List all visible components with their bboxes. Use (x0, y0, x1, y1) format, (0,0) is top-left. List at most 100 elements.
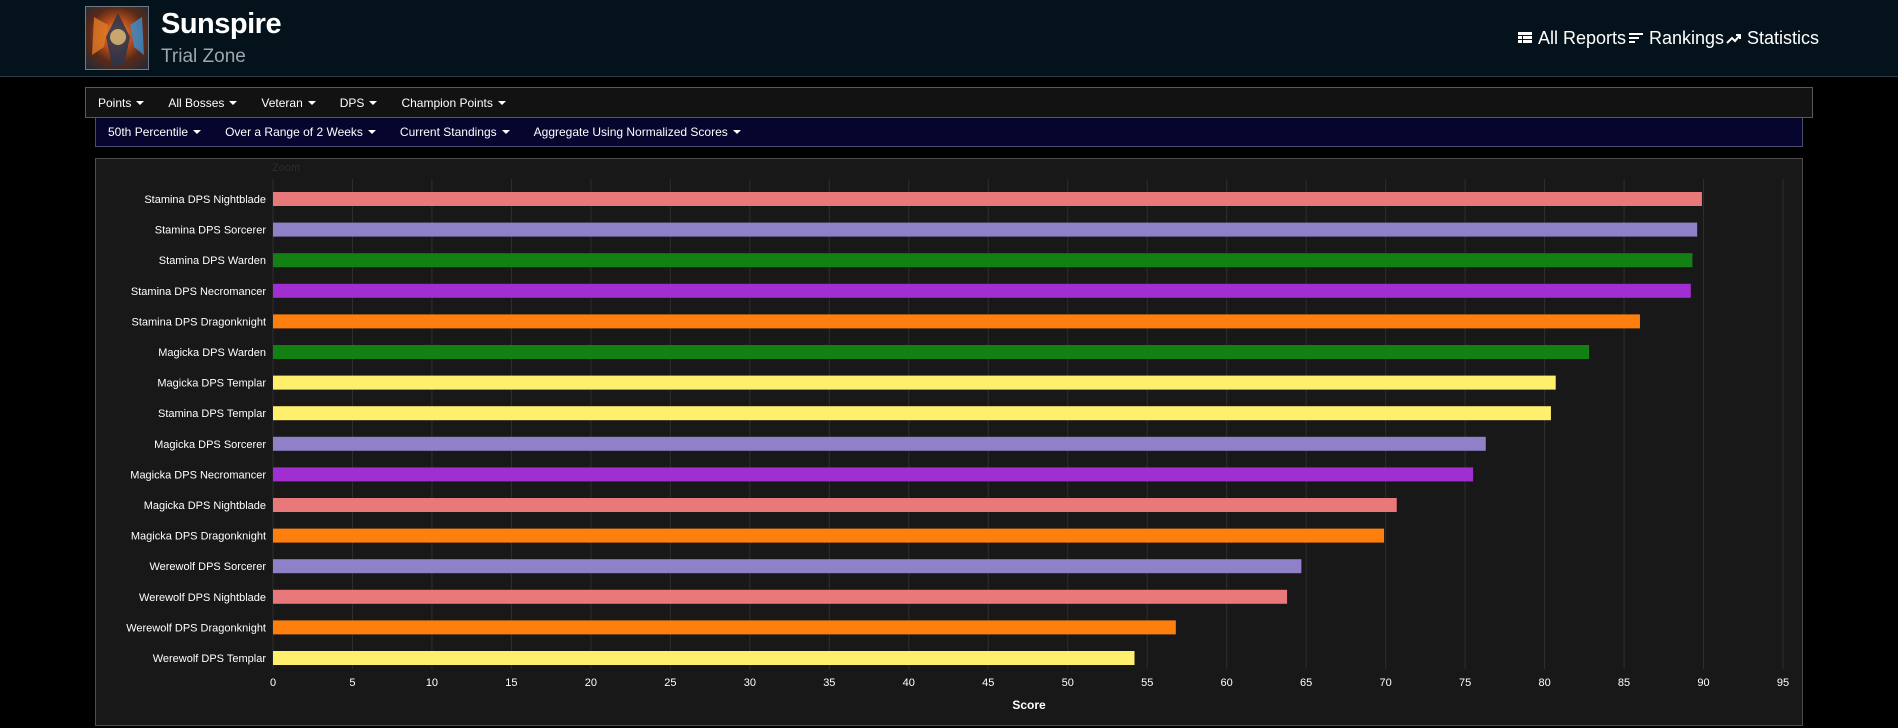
category-label: Magicka DPS Dragonknight (131, 531, 266, 543)
secondary-filter-bar: 50th Percentile Over a Range of 2 Weeks … (95, 118, 1803, 147)
range-dropdown-label: Over a Range of 2 Weeks (225, 125, 363, 139)
aggregate-dropdown[interactable]: Aggregate Using Normalized Scores (522, 125, 753, 139)
difficulty-dropdown-label: Veteran (261, 95, 303, 110)
zone-subtitle: Trial Zone (161, 46, 246, 67)
caret-down-icon (369, 100, 378, 105)
category-label: Stamina DPS Warden (159, 255, 266, 267)
nav-rankings[interactable]: Rankings (1628, 26, 1724, 50)
boss-dropdown-label: All Bosses (168, 95, 225, 110)
zoom-label[interactable]: Zoom (272, 162, 301, 174)
nav-statistics[interactable]: Statistics (1726, 26, 1819, 50)
x-tick-label: 10 (426, 677, 438, 689)
role-dropdown-label: DPS (339, 95, 365, 110)
category-label: Magicka DPS Sorcerer (154, 439, 266, 451)
rankings-icon (1629, 33, 1643, 43)
page-header: Sunspire Trial Zone All Reports Rankings… (0, 0, 1898, 77)
trend-icon (1726, 34, 1741, 44)
x-tick-label: 90 (1697, 677, 1709, 689)
bar[interactable] (273, 651, 1135, 665)
category-label: Magicka DPS Warden (158, 347, 266, 359)
caret-down-icon (307, 100, 316, 105)
category-label: Stamina DPS Necromancer (131, 286, 266, 298)
boss-dropdown[interactable]: All Bosses (156, 96, 249, 110)
x-tick-label: 40 (903, 677, 915, 689)
category-label: Werewolf DPS Sorcerer (149, 561, 266, 573)
category-label: Werewolf DPS Nightblade (139, 592, 266, 604)
primary-filter-bar: Points All Bosses Veteran DPS Champion P… (85, 87, 1813, 118)
category-label: Magicka DPS Necromancer (130, 469, 266, 481)
table-icon (1518, 32, 1532, 43)
percentile-dropdown-label: 50th Percentile (108, 125, 189, 139)
bars (273, 192, 1702, 665)
x-tick-label: 20 (585, 677, 597, 689)
bar[interactable] (273, 620, 1176, 635)
standings-dropdown-label: Current Standings (399, 125, 497, 139)
bar[interactable] (273, 436, 1486, 451)
category-label: Stamina DPS Templar (158, 408, 266, 420)
zone-title: Sunspire (161, 8, 282, 40)
bar[interactable] (273, 406, 1551, 421)
caret-down-icon (229, 100, 238, 105)
x-axis-title: Score (1012, 698, 1046, 712)
x-tick-label: 25 (664, 677, 676, 689)
nav-statistics-label: Statistics (1747, 27, 1820, 48)
bar[interactable] (273, 222, 1698, 237)
caret-down-icon (136, 100, 145, 105)
nav-all-reports-label: All Reports (1538, 27, 1627, 48)
category-label: Werewolf DPS Templar (153, 653, 267, 665)
bar[interactable] (273, 559, 1302, 574)
x-tick-label: 35 (823, 677, 835, 689)
x-tick-label: 95 (1777, 677, 1789, 689)
category-labels: Stamina DPS Nightblade Stamina DPS Sorcer… (126, 194, 266, 665)
x-tick-label: 45 (982, 677, 994, 689)
metric-dropdown[interactable]: Points (86, 96, 156, 110)
caret-down-icon (367, 130, 376, 134)
nav-all-reports[interactable]: All Reports (1517, 26, 1626, 50)
champion-points-dropdown[interactable]: Champion Points (389, 96, 517, 110)
caret-down-icon (193, 130, 202, 134)
bar[interactable] (273, 345, 1590, 359)
aggregate-dropdown-label: Aggregate Using Normalized Scores (533, 125, 728, 139)
bar[interactable] (273, 192, 1702, 206)
bar[interactable] (273, 467, 1474, 482)
percentile-dropdown[interactable]: 50th Percentile (96, 125, 213, 139)
x-tick-label: 75 (1459, 677, 1471, 689)
standings-dropdown[interactable]: Current Standings (388, 125, 522, 139)
bar[interactable] (273, 253, 1693, 268)
caret-down-icon (497, 100, 506, 105)
caret-down-icon (732, 130, 741, 134)
category-label: Werewolf DPS Dragonknight (126, 622, 266, 634)
x-tick-label: 65 (1300, 677, 1312, 689)
category-label: Stamina DPS Dragonknight (131, 316, 266, 328)
champion-points-dropdown-label: Champion Points (401, 95, 493, 110)
bar-chart: Stamina DPS Nightblade Stamina DPS Sorcer… (126, 179, 1789, 712)
bar[interactable] (273, 314, 1640, 329)
metric-dropdown-label: Points (98, 95, 132, 110)
x-tick-label: 60 (1221, 677, 1233, 689)
zone-emblem-icon (85, 6, 149, 70)
category-label: Magicka DPS Nightblade (144, 500, 266, 512)
x-tick-label: 5 (349, 677, 355, 689)
x-tick-label: 50 (1062, 677, 1074, 689)
x-tick-label: 85 (1618, 677, 1630, 689)
caret-down-icon (501, 130, 510, 134)
x-tick-label: 0 (270, 677, 276, 689)
x-tick-label: 80 (1538, 677, 1550, 689)
x-tick-label: 55 (1141, 677, 1153, 689)
difficulty-dropdown[interactable]: Veteran (249, 96, 327, 110)
x-tick-label: 30 (744, 677, 756, 689)
category-label: Stamina DPS Sorcerer (155, 225, 267, 237)
bar[interactable] (273, 528, 1385, 543)
bar[interactable] (273, 589, 1288, 604)
bar[interactable] (273, 498, 1397, 512)
range-dropdown[interactable]: Over a Range of 2 Weeks (213, 125, 388, 139)
x-tick-label: 15 (505, 677, 517, 689)
category-label: Stamina DPS Nightblade (144, 194, 266, 206)
bar[interactable] (273, 283, 1691, 298)
x-tick-label: 70 (1380, 677, 1392, 689)
chart-panel: Stamina DPS Nightblade Stamina DPS Sorcer… (95, 158, 1803, 726)
nav-rankings-label: Rankings (1649, 27, 1725, 48)
role-dropdown[interactable]: DPS (328, 96, 390, 110)
bar[interactable] (273, 375, 1556, 390)
category-label: Magicka DPS Templar (157, 378, 266, 390)
